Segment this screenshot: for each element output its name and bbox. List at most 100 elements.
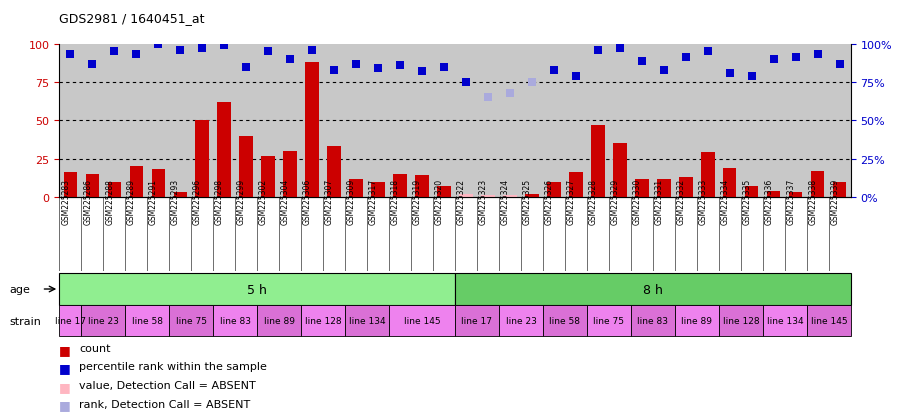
Bar [328, 147, 340, 197]
Text: GSM225339: GSM225339 [831, 178, 840, 224]
Point [195, 46, 209, 52]
Point [833, 61, 847, 68]
Text: GSM225334: GSM225334 [721, 178, 730, 224]
Text: GSM225299: GSM225299 [238, 178, 246, 224]
Point [480, 95, 495, 102]
Text: GSM225306: GSM225306 [303, 178, 312, 224]
Point [129, 52, 144, 59]
Text: percentile rank within the sample: percentile rank within the sample [79, 361, 267, 371]
Point [744, 74, 759, 80]
Bar [393, 174, 407, 197]
Point [261, 49, 276, 55]
Point [525, 79, 540, 86]
Text: GSM225329: GSM225329 [611, 178, 620, 224]
Bar [543, 306, 587, 337]
Bar [86, 174, 98, 197]
Bar [460, 195, 472, 197]
Text: ■: ■ [59, 361, 71, 374]
Text: line 58: line 58 [132, 317, 163, 325]
Point [701, 49, 715, 55]
Bar [239, 136, 253, 197]
Bar [59, 306, 81, 337]
Text: GSM225298: GSM225298 [215, 178, 224, 224]
Bar [81, 306, 126, 337]
Point [612, 46, 627, 52]
Text: GSM225320: GSM225320 [435, 178, 444, 224]
Point [349, 61, 363, 68]
Bar [503, 196, 517, 197]
Text: line 89: line 89 [682, 317, 713, 325]
Point [106, 49, 121, 55]
Bar [371, 182, 385, 197]
Text: line 128: line 128 [723, 317, 759, 325]
Point [569, 74, 583, 80]
Point [679, 55, 693, 62]
Bar [64, 173, 76, 197]
Bar [789, 193, 803, 197]
Text: line 75: line 75 [593, 317, 624, 325]
Bar [834, 182, 846, 197]
Bar [151, 170, 165, 197]
Text: GSM225331: GSM225331 [655, 178, 664, 224]
Text: line 83: line 83 [219, 317, 250, 325]
Bar [455, 274, 851, 305]
Bar [525, 195, 539, 197]
Point [327, 67, 341, 74]
Text: line 17: line 17 [461, 317, 492, 325]
Point [459, 79, 473, 86]
Bar [301, 306, 345, 337]
Bar [745, 187, 759, 197]
Text: line 23: line 23 [87, 317, 118, 325]
Bar [702, 153, 714, 197]
Text: GSM225328: GSM225328 [589, 178, 598, 224]
Text: GSM225332: GSM225332 [677, 178, 686, 224]
Text: GSM225296: GSM225296 [193, 178, 202, 224]
Text: GSM225330: GSM225330 [633, 178, 642, 224]
Bar [657, 179, 671, 197]
Text: GSM225286: GSM225286 [83, 178, 92, 224]
Text: ■: ■ [59, 380, 71, 393]
Bar [213, 306, 257, 337]
Text: GSM225333: GSM225333 [699, 178, 708, 224]
Point [283, 57, 298, 63]
Bar [455, 306, 499, 337]
Text: GSM225302: GSM225302 [259, 178, 268, 224]
Text: line 23: line 23 [506, 317, 536, 325]
Bar [587, 306, 631, 337]
Text: line 145: line 145 [404, 317, 440, 325]
Bar [345, 306, 389, 337]
Text: line 75: line 75 [176, 317, 207, 325]
Bar [107, 182, 121, 197]
Text: GDS2981 / 1640451_at: GDS2981 / 1640451_at [59, 12, 205, 25]
Bar [126, 306, 169, 337]
Point [151, 41, 166, 48]
Text: GSM225304: GSM225304 [281, 178, 290, 224]
Bar [723, 169, 736, 197]
Point [502, 90, 517, 97]
Text: strain: strain [9, 316, 41, 326]
Text: line 17: line 17 [55, 317, 86, 325]
Bar [284, 152, 297, 197]
Text: line 145: line 145 [811, 317, 847, 325]
Point [811, 52, 825, 59]
Text: line 134: line 134 [349, 317, 385, 325]
Bar [349, 179, 362, 197]
Bar [306, 63, 318, 197]
Bar [257, 306, 301, 337]
Bar [389, 306, 455, 337]
Text: GSM225309: GSM225309 [347, 178, 356, 224]
Bar [415, 176, 429, 197]
Text: GSM225337: GSM225337 [787, 178, 796, 224]
Bar [631, 306, 675, 337]
Text: line 134: line 134 [766, 317, 804, 325]
Bar [548, 182, 561, 197]
Point [437, 64, 451, 71]
Point [766, 57, 781, 63]
Text: GSM225323: GSM225323 [479, 178, 488, 224]
Text: GSM225338: GSM225338 [809, 178, 818, 224]
Text: GSM225283: GSM225283 [61, 178, 70, 224]
Point [305, 47, 319, 54]
Bar [196, 121, 208, 197]
Text: count: count [79, 343, 111, 353]
Point [657, 67, 672, 74]
